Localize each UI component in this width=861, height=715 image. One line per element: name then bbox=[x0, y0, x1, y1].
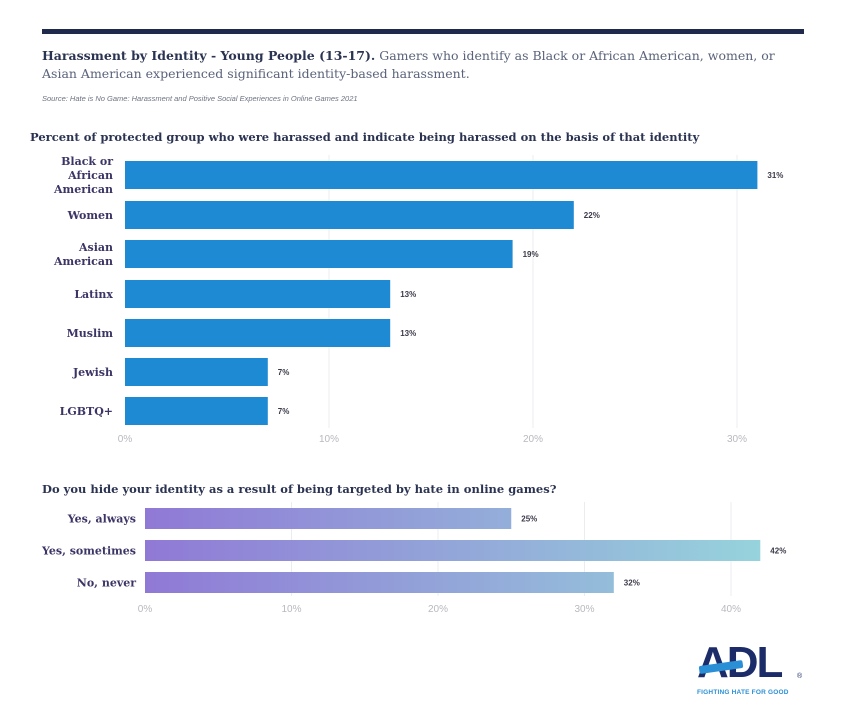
category-label: Jewish bbox=[72, 366, 113, 379]
adl-logo: ADL ® FIGHTING HATE FOR GOOD bbox=[697, 641, 807, 701]
chart1-identity-harassment: 0% 10% 20% 30%31%Black or African American22%… bbox=[53, 155, 783, 445]
tick-label: 40% bbox=[721, 604, 741, 615]
value-label: 25% bbox=[521, 515, 537, 524]
category-label: No, never bbox=[77, 577, 136, 590]
value-label: 32% bbox=[624, 579, 640, 588]
bar bbox=[145, 508, 512, 529]
chart1-title: Percent of protected group who were hara… bbox=[30, 130, 700, 144]
tick-label: 20% bbox=[523, 434, 543, 445]
tick-label: 30% bbox=[727, 434, 747, 445]
bar bbox=[125, 358, 268, 386]
category-label-line: Yes, sometimes bbox=[41, 545, 136, 558]
header-rule bbox=[42, 29, 804, 34]
value-label: 13% bbox=[400, 329, 416, 338]
value-label: 42% bbox=[770, 547, 786, 556]
tick-label: 10% bbox=[319, 434, 339, 445]
category-label-line: Jewish bbox=[72, 366, 113, 379]
logo-tagline: FIGHTING HATE FOR GOOD bbox=[697, 689, 789, 696]
bar bbox=[125, 397, 268, 425]
category-label-line: Latinx bbox=[74, 288, 113, 301]
bar bbox=[125, 161, 758, 189]
registered-mark: ® bbox=[797, 673, 803, 680]
bar bbox=[145, 540, 761, 561]
category-label-line: Asian bbox=[78, 241, 113, 254]
tick-label: 20% bbox=[428, 604, 448, 615]
chart2-title: Do you hide your identity as a result of… bbox=[42, 482, 557, 496]
bar bbox=[125, 319, 391, 347]
category-label-line: American bbox=[53, 183, 113, 196]
category-label-line: No, never bbox=[77, 577, 136, 590]
tick-label: 10% bbox=[281, 604, 301, 615]
value-label: 19% bbox=[523, 250, 539, 259]
headline-rest: Gamers who identify as Black or African … bbox=[42, 48, 775, 81]
value-label: 7% bbox=[278, 368, 290, 377]
category-label: Muslim bbox=[67, 327, 114, 340]
headline: Harassment by Identity - Young People (1… bbox=[42, 47, 812, 83]
category-label: Asian American bbox=[53, 241, 113, 268]
value-label: 31% bbox=[767, 171, 783, 180]
bar bbox=[125, 201, 574, 229]
tick-label: 30% bbox=[574, 604, 594, 615]
category-label-line: American bbox=[53, 255, 113, 268]
category-label: Black or African American bbox=[53, 155, 113, 196]
category-label: Women bbox=[67, 209, 113, 222]
category-label-line: Muslim bbox=[67, 327, 114, 340]
tick-label: 0% bbox=[118, 434, 133, 445]
category-label: Yes, sometimes bbox=[41, 545, 136, 558]
chart2-hide-identity: 0% 10% 20% 30% 40% 25% Yes, always 42% Yes, some… bbox=[41, 502, 786, 615]
category-label-line: Yes, always bbox=[67, 513, 136, 526]
category-label: Yes, always bbox=[67, 513, 136, 526]
bar bbox=[125, 280, 391, 308]
category-label-line: LGBTQ+ bbox=[60, 405, 113, 418]
category-label-line: African bbox=[67, 169, 113, 182]
source-note: Source: Hate is No Game: Harassment and … bbox=[42, 94, 358, 103]
bar bbox=[145, 572, 614, 593]
value-label: 22% bbox=[584, 211, 600, 220]
category-label: Latinx bbox=[74, 288, 113, 301]
headline-bold: Harassment by Identity - Young People (1… bbox=[42, 48, 376, 63]
tick-label: 0% bbox=[138, 604, 153, 615]
bar bbox=[125, 240, 513, 268]
category-label-line: Women bbox=[67, 209, 113, 222]
value-label: 7% bbox=[278, 407, 290, 416]
category-label: LGBTQ+ bbox=[60, 405, 113, 418]
value-label: 13% bbox=[400, 290, 416, 299]
category-label-line: Black or bbox=[61, 155, 113, 168]
